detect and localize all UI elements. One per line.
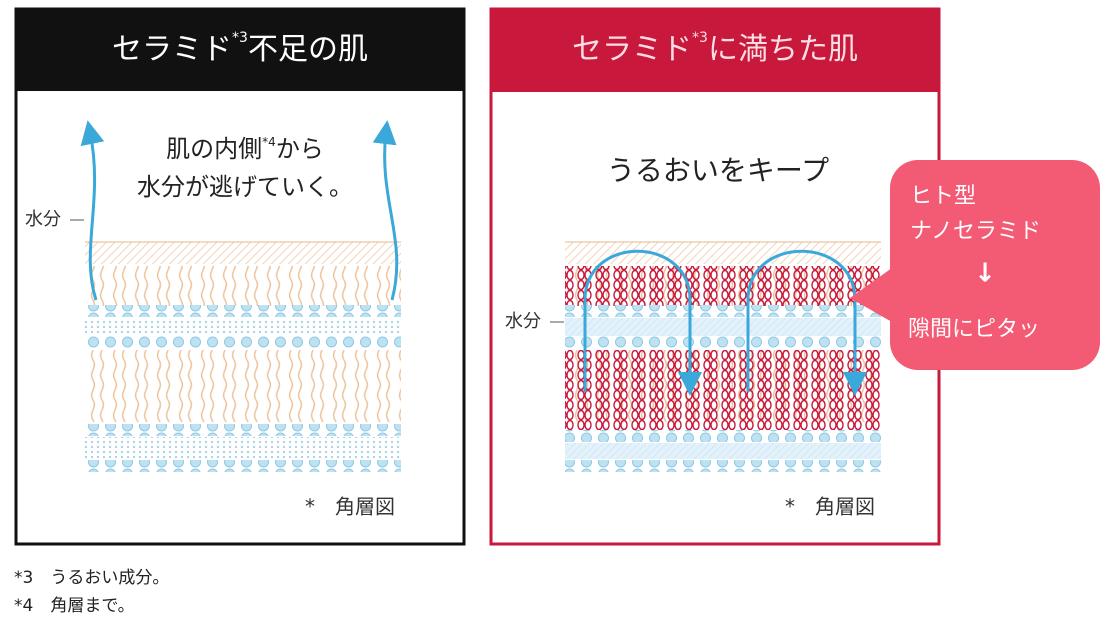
right-title: セラミド*3に満ちた肌 — [572, 30, 858, 67]
left-header — [16, 9, 464, 91]
title-text: に満ちた肌 — [708, 32, 858, 67]
water-label: 水分 — [25, 209, 61, 230]
title-text: セラミド — [112, 32, 232, 67]
figure-note: * 角層図 — [785, 495, 875, 519]
ceramide-fill — [565, 266, 881, 306]
lipid-heads — [85, 424, 401, 436]
footnote: *4 角層まで。 — [14, 596, 135, 616]
title-note: *3 — [232, 30, 248, 46]
title-text: セラミド — [572, 32, 692, 67]
surface-layer — [565, 242, 881, 264]
lipid-heads — [565, 336, 881, 348]
stratum-diagram — [565, 241, 881, 472]
figure-note: * 角層図 — [305, 495, 395, 519]
water-layer — [565, 443, 881, 459]
surface-layer — [85, 242, 401, 264]
left-caption-line: 水分が逃げていく。 — [137, 173, 353, 201]
caption-text: 肌の内側 — [166, 135, 262, 163]
lipid-tails — [85, 266, 401, 306]
lipid-tails — [85, 350, 401, 422]
water-layer — [85, 318, 401, 336]
lipid-heads — [85, 336, 401, 348]
lipid-heads — [85, 305, 401, 317]
callout-text: 隙間にピタッ — [908, 317, 1040, 342]
left-caption-line: 肌の内側*4から — [166, 135, 324, 164]
escape-arrow — [372, 120, 399, 301]
title-text: 不足の肌 — [248, 32, 368, 67]
caption-text: から — [276, 135, 324, 163]
callout-text: ナノセラミド — [910, 219, 1041, 244]
water-layer — [565, 318, 881, 336]
callout: ヒト型 ナノセラミド ↓ 隙間にピタッ — [850, 160, 1100, 370]
footnote: *3 うるおい成分。 — [14, 568, 169, 588]
lipid-heads — [565, 305, 881, 317]
stratum-diagram — [85, 241, 401, 472]
right-caption: うるおいをキープ — [607, 154, 829, 187]
callout-arrow: ↓ — [974, 259, 996, 289]
lipid-heads — [565, 430, 881, 442]
left-title: セラミド*3不足の肌 — [112, 30, 368, 67]
escape-arrow — [80, 120, 105, 301]
lipid-heads — [565, 460, 881, 472]
ceramide-fill — [565, 350, 881, 430]
water-layer — [85, 437, 401, 459]
retain-arrow — [583, 249, 702, 396]
callout-text: ヒト型 — [910, 184, 976, 209]
right-header — [491, 9, 939, 92]
water-label: 水分 — [505, 311, 541, 332]
retain-arrow — [746, 249, 867, 396]
lipid-heads — [85, 460, 401, 472]
caption-note: *4 — [262, 135, 276, 149]
title-note: *3 — [692, 30, 708, 46]
callout-pointer — [850, 268, 892, 322]
callout-box — [890, 160, 1100, 370]
